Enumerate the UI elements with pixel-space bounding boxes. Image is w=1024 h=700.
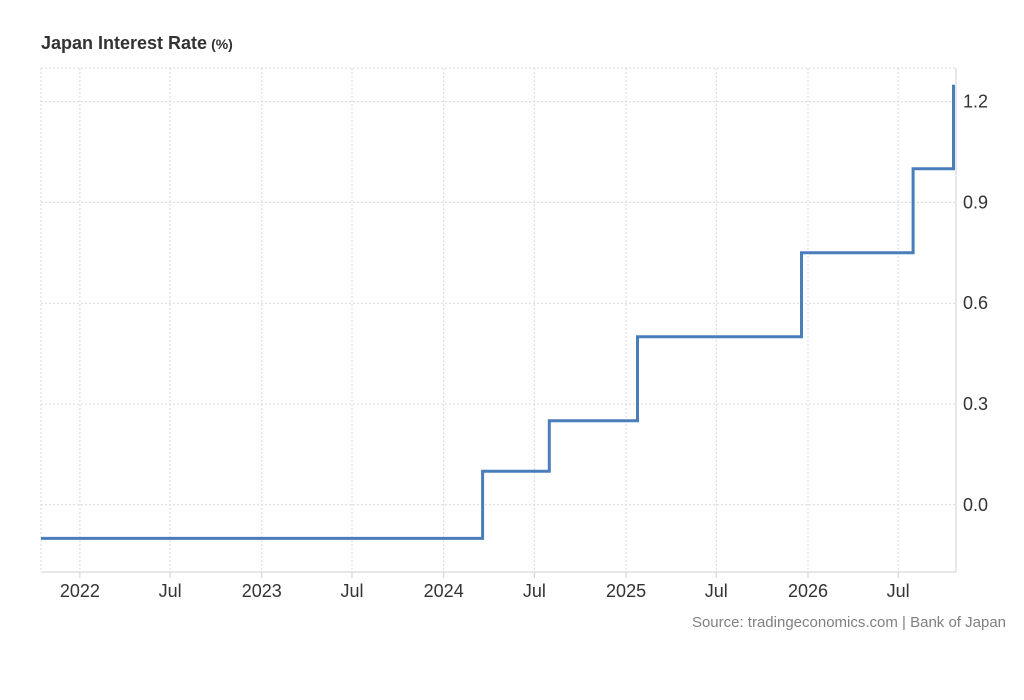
chart-title: Japan Interest Rate (%) (41, 33, 233, 54)
series (41, 84, 955, 540)
x-tick-label: Jul (340, 581, 363, 601)
axes (41, 68, 957, 578)
x-tick-label: 2024 (424, 581, 464, 601)
y-tick-label: 0.9 (963, 192, 988, 212)
x-tick-label: 2025 (606, 581, 646, 601)
y-tick-label: 0.0 (963, 495, 988, 515)
x-tick-label: Jul (887, 581, 910, 601)
x-tick-label: 2026 (788, 581, 828, 601)
x-tick-label: 2022 (60, 581, 100, 601)
chart-title-unit: (%) (211, 36, 233, 52)
x-tick-label: 2023 (242, 581, 282, 601)
y-tick-label: 0.3 (963, 394, 988, 414)
x-tick-label: Jul (523, 581, 546, 601)
series-line-interest-rate (41, 84, 955, 540)
y-axis-ticks: 0.0 0.3 0.6 0.9 1.2 (963, 92, 988, 515)
x-axis-ticks: 2022 Jul 2023 Jul 2024 Jul 2025 Jul 2026 Jul (60, 581, 910, 601)
grid-lines (40, 67, 956, 572)
y-tick-label: 0.6 (963, 293, 988, 313)
x-tick-label: Jul (705, 581, 728, 601)
y-tick-label: 1.2 (963, 92, 988, 112)
source-note: Source: tradingeconomics.com | Bank of J… (691, 614, 1006, 631)
x-tick-label: Jul (159, 581, 182, 601)
chart-title-text: Japan Interest Rate (41, 33, 208, 53)
